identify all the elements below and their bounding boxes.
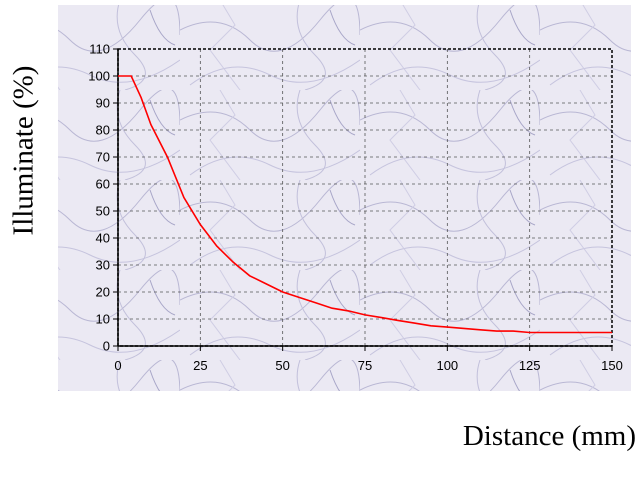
x-tick-label: 150: [601, 358, 623, 373]
y-tick-label: 110: [89, 42, 110, 57]
y-tick-label: 30: [96, 258, 110, 273]
y-tick-label: 20: [96, 285, 110, 300]
series-line: [118, 75, 612, 334]
x-axis-title: Distance (mm): [462, 420, 636, 452]
y-tick-label: 50: [96, 204, 110, 219]
y-tick-label: 70: [96, 150, 110, 165]
y-tick-label: 40: [96, 231, 110, 246]
y-tick-label: 100: [88, 69, 110, 84]
x-tick-label: 0: [114, 358, 121, 373]
grid-lines: [118, 49, 612, 346]
x-tick-label: 25: [193, 358, 207, 373]
chart-background: [58, 5, 631, 391]
y-tick-label: 60: [96, 177, 110, 192]
x-tick-label: 100: [436, 358, 458, 373]
y-tick-label: 80: [96, 123, 110, 138]
y-axis-title: Illuminate (%): [7, 65, 40, 235]
y-tick-labels: 0 10 20 30 40 50 60 70 80 90 100 110: [88, 42, 118, 354]
y-tick-label: 90: [96, 96, 110, 111]
x-tick-label: 75: [358, 358, 372, 373]
y-tick-label: 10: [96, 312, 110, 327]
y-tick-label: 0: [103, 339, 110, 354]
x-tick-label: 50: [275, 358, 289, 373]
x-tick-label: 125: [519, 358, 541, 373]
y-axis-title-wrap: Illuminate (%): [2, 0, 46, 300]
x-tick-labels: 0 25 50 75 100 125 150: [114, 346, 623, 373]
